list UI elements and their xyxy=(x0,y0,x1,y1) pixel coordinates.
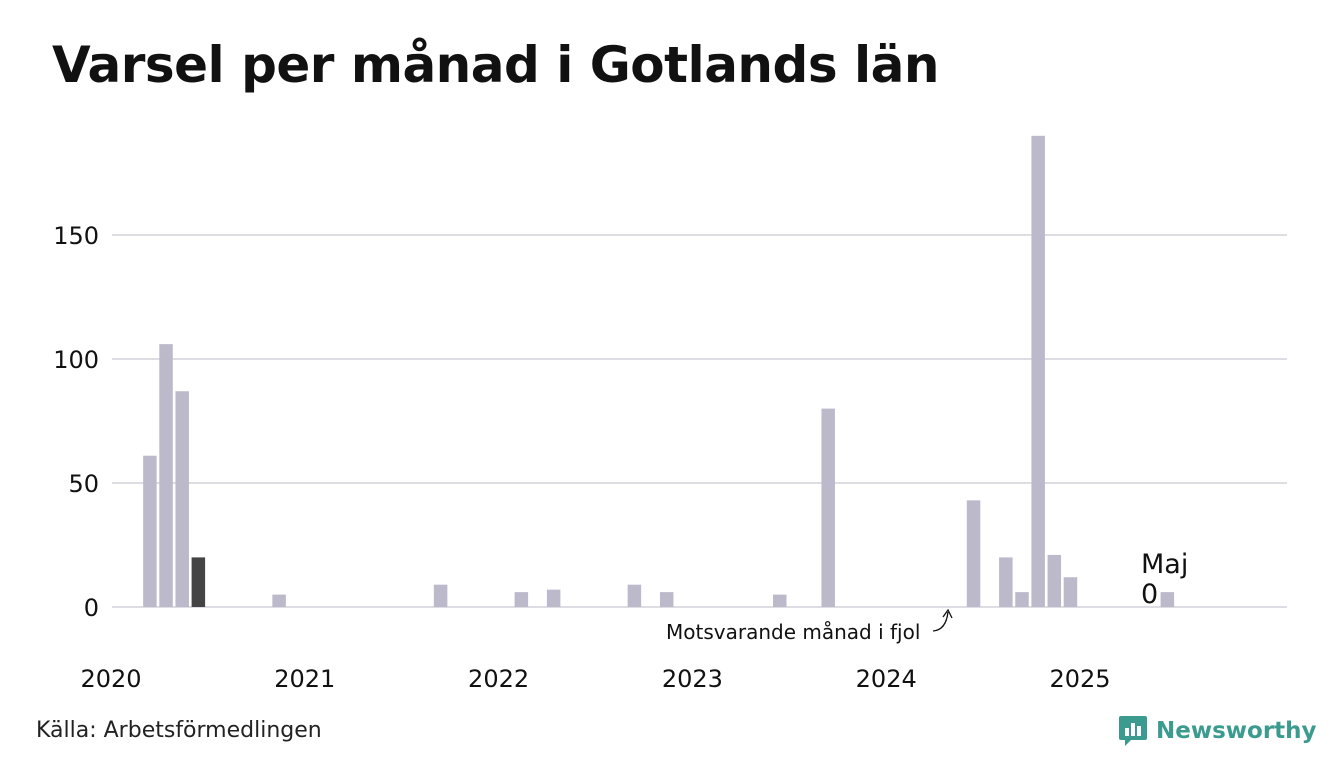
bars xyxy=(143,135,1175,608)
bar-2021-08 xyxy=(433,584,448,607)
bar-2024-05 xyxy=(966,500,981,607)
bar-2024-07 xyxy=(999,557,1013,607)
x-tick-label: 2025 xyxy=(1049,665,1110,693)
bar-2022-03 xyxy=(546,589,561,607)
brand-logo: Newsworthy xyxy=(1118,714,1317,748)
annotation-arrow-line xyxy=(932,611,949,632)
bar-2022-08 xyxy=(627,584,642,607)
brand-name: Newsworthy xyxy=(1156,718,1317,744)
bar-2024-10 xyxy=(1047,554,1062,607)
previous-year-annotation: Motsvarande månad i fjol xyxy=(666,620,920,644)
x-tick-label: 2024 xyxy=(856,665,917,693)
bar-2023-08 xyxy=(821,408,835,607)
bar-2022-01 xyxy=(514,592,529,607)
x-tick-label: 2020 xyxy=(80,665,141,693)
bar-2025-05 xyxy=(1160,592,1175,607)
bar-2020-05 xyxy=(191,557,206,607)
gridlines xyxy=(112,234,1287,608)
x-tick-label: 2022 xyxy=(468,665,529,693)
current-month-label: Maj xyxy=(1141,549,1188,580)
annotation-arrow-head-icon xyxy=(942,608,953,619)
bar-chart-speech-bubble-icon xyxy=(1119,716,1147,746)
y-tick-label: 0 xyxy=(84,594,99,622)
y-tick-label: 150 xyxy=(53,222,99,250)
bar-2023-05 xyxy=(773,594,787,607)
current-value-label: 0 xyxy=(1141,579,1158,610)
y-axis-tick-labels: 0 50 100 150 xyxy=(53,222,99,622)
bar-2022-10 xyxy=(659,592,674,607)
bar-2020-03 xyxy=(159,344,173,607)
x-tick-label: 2021 xyxy=(274,665,335,693)
bar-2020-04 xyxy=(175,391,189,607)
y-tick-label: 50 xyxy=(68,470,99,498)
bar-2024-08 xyxy=(1015,592,1029,607)
bar-2020-10 xyxy=(272,594,286,607)
annotations: Motsvarande månad i fjol Maj 0 xyxy=(666,549,1188,644)
bar-2020-02 xyxy=(143,455,157,607)
x-axis-tick-labels: 2020 2021 2022 2023 2024 2025 xyxy=(80,665,1110,693)
source-note: Källa: Arbetsförmedlingen xyxy=(36,718,322,743)
bar-2024-09 xyxy=(1031,135,1045,608)
x-tick-label: 2023 xyxy=(662,665,723,693)
y-tick-label: 100 xyxy=(53,346,99,374)
chart-title: Varsel per månad i Gotlands län xyxy=(52,36,939,94)
bar-2024-11 xyxy=(1063,577,1078,607)
